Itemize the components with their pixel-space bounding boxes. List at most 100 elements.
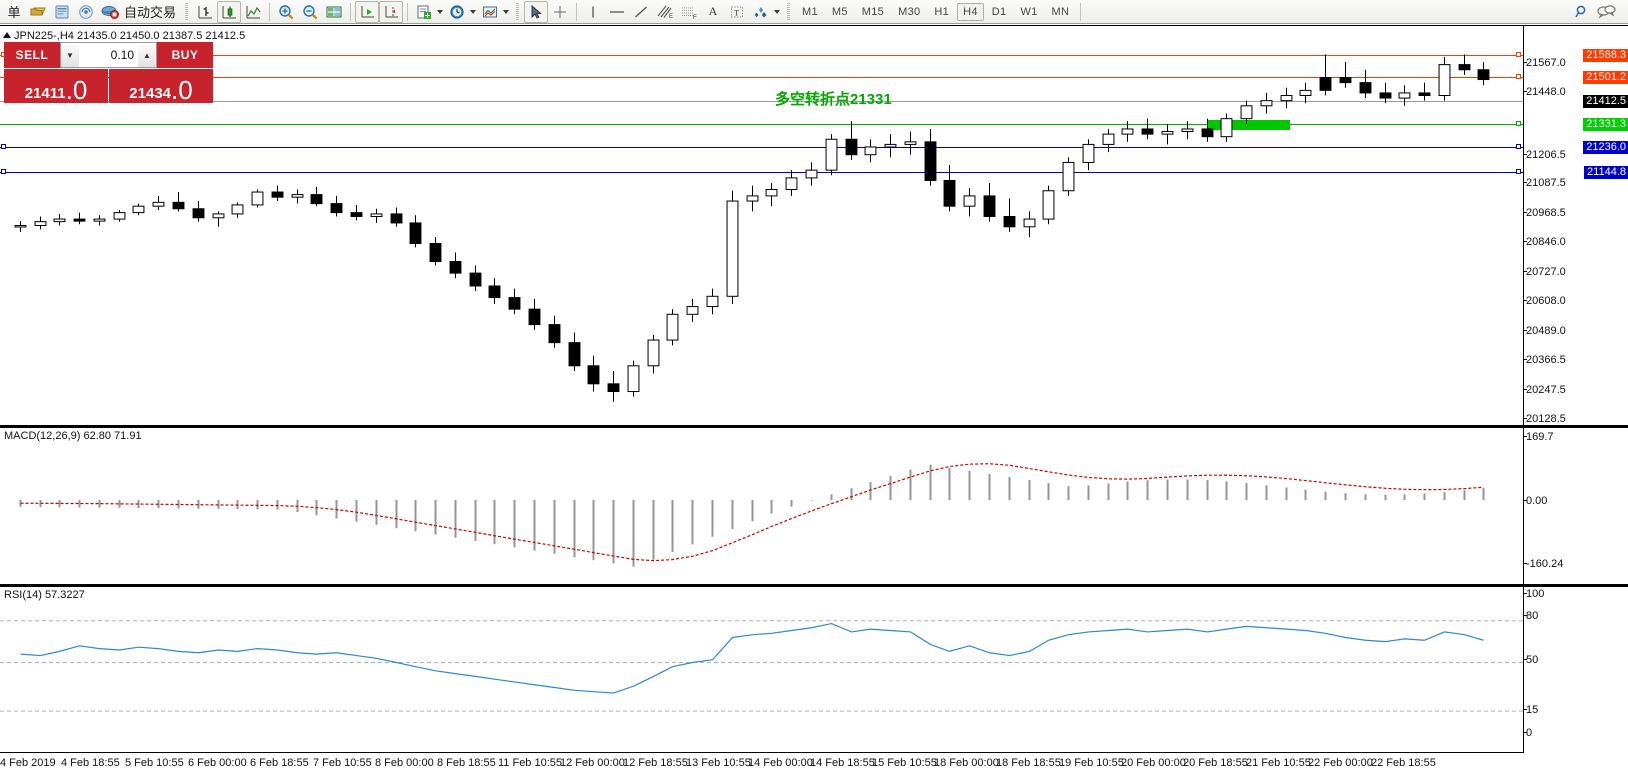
timeframe-d1[interactable]: D1: [991, 5, 1007, 18]
current-price-tag[interactable]: 21412.5: [1583, 95, 1628, 108]
terminal-icon[interactable]: [50, 1, 74, 23]
candlestick-chart-icon[interactable]: [217, 0, 242, 23]
chart-shift-icon[interactable]: [379, 0, 404, 23]
buy-button[interactable]: BUY: [157, 42, 213, 68]
timeframe-h1[interactable]: H1: [934, 5, 950, 18]
toolbar-divider: [576, 2, 578, 21]
zoom-out-icon[interactable]: [298, 1, 322, 23]
horizontal-line-icon[interactable]: [605, 1, 629, 23]
time-label: 4 Feb 2019: [0, 757, 56, 769]
macd-axis[interactable]: 169.7 0.00 -160.24: [1523, 428, 1628, 584]
indicators-icon[interactable]: [412, 1, 436, 23]
highlight-box[interactable]: [1208, 120, 1290, 130]
price-tick: 21087.5: [1524, 177, 1566, 189]
shapes-icon[interactable]: [749, 1, 773, 23]
price-tick: 20128.5: [1524, 413, 1566, 425]
text-label-icon[interactable]: T: [725, 1, 749, 23]
level-handle-21236-left[interactable]: [1, 144, 6, 149]
rsi-tick: 80: [1523, 610, 1539, 622]
zoom-in-icon[interactable]: [274, 1, 298, 23]
time-label: 8 Feb 00:00: [375, 757, 434, 769]
time-label: 12 Feb 00:00: [560, 757, 625, 769]
level-handle-21144[interactable]: [1516, 169, 1521, 174]
level-handle-21236[interactable]: [1516, 144, 1521, 149]
ask-price[interactable]: 21434 .0: [109, 69, 213, 103]
rsi-axis[interactable]: 100 80 50 15 0: [1523, 587, 1628, 753]
equidistant-channel-icon[interactable]: E: [653, 1, 677, 23]
time-label: 7 Feb 10:55: [313, 757, 372, 769]
autotrade-label[interactable]: 自动交易: [124, 5, 177, 20]
timeframe-mn[interactable]: MN: [1051, 5, 1070, 18]
chat-icon[interactable]: [1594, 1, 1618, 23]
time-label: 18 Feb 18:55: [996, 757, 1061, 769]
volume-input[interactable]: 0.10: [79, 43, 138, 67]
level-handle-21331[interactable]: [1516, 121, 1521, 126]
chevron-down-icon[interactable]: [437, 9, 444, 14]
volume-increase-icon[interactable]: ▲: [138, 43, 156, 67]
one-click-trading-panel[interactable]: SELL ▼ 0.10 ▲ BUY 21411 .0 21434: [4, 42, 213, 103]
resistance-tag-21501[interactable]: 21501.2: [1583, 71, 1628, 84]
fibonacci-icon[interactable]: F: [677, 1, 701, 23]
level-line-21331: [0, 124, 1523, 125]
time-label: 6 Feb 18:55: [250, 757, 309, 769]
cursor-icon[interactable]: [524, 0, 549, 23]
periods-icon[interactable]: [445, 1, 469, 23]
support-tag-21144[interactable]: 21144.8: [1584, 166, 1628, 179]
level-handle-21144-left[interactable]: [1, 169, 6, 174]
volume-stepper[interactable]: ▼ 0.10 ▲: [60, 42, 157, 68]
timeframe-m1[interactable]: M1: [802, 5, 818, 18]
volume-decrease-icon[interactable]: ▼: [61, 43, 79, 67]
price-tick: 20727.0: [1524, 266, 1566, 278]
resistance-tag-21588[interactable]: 21588.3: [1583, 49, 1628, 62]
search-icon[interactable]: [1570, 1, 1594, 23]
time-label: 12 Feb 18:55: [623, 757, 688, 769]
macd-label: MACD(12,26,9) 62.80 71.91: [4, 430, 142, 442]
market-icon[interactable]: [98, 1, 122, 23]
bid-price[interactable]: 21411 .0: [4, 69, 108, 103]
time-label: 21 Feb 10:55: [1246, 757, 1311, 769]
text-icon[interactable]: A: [708, 4, 718, 18]
svg-text:F: F: [693, 15, 697, 20]
timeframe-m5[interactable]: M5: [831, 5, 848, 18]
trendline-icon[interactable]: [629, 1, 653, 23]
timeframe-h4[interactable]: H4: [957, 2, 984, 21]
chevron-down-icon[interactable]: [470, 9, 477, 14]
chart-window[interactable]: JPN225-,H4 21435.0 21450.0 21387.5 21412…: [0, 25, 1628, 774]
folder-icon[interactable]: [26, 1, 50, 23]
support-tag-21331[interactable]: 21331.3: [1583, 118, 1628, 131]
time-axis[interactable]: 4 Feb 2019 4 Feb 18:55 5 Feb 10:55 6 Feb…: [0, 752, 1523, 774]
toolbar-grip: [514, 2, 522, 21]
price-tick: 21448.0: [1524, 86, 1566, 98]
macd-pane-divider: [0, 425, 1628, 427]
templates-icon[interactable]: [478, 1, 502, 23]
timeframe-m15[interactable]: M15: [861, 5, 885, 18]
chevron-down-icon[interactable]: [774, 9, 781, 14]
timeframe-w1[interactable]: W1: [1020, 5, 1038, 18]
price-axis[interactable]: 21588.3 21501.2 21412.5 21331.3 21236.0 …: [1523, 26, 1628, 425]
time-label: 18 Feb 00:00: [934, 757, 999, 769]
level-handle-21588[interactable]: [1516, 52, 1521, 57]
level-handle-21501[interactable]: [1516, 74, 1521, 79]
toolbar-divider: [350, 2, 352, 21]
sell-button[interactable]: SELL: [4, 42, 60, 68]
macd-pane[interactable]: MACD(12,26,9) 62.80 71.91 169.7 0.00 -16…: [0, 427, 1628, 584]
tile-windows-icon[interactable]: [322, 1, 346, 23]
price-pane[interactable]: JPN225-,H4 21435.0 21450.0 21387.5 21412…: [0, 26, 1628, 425]
auto-scroll-icon[interactable]: [355, 0, 380, 23]
vertical-line-icon[interactable]: [581, 1, 605, 23]
signals-icon[interactable]: [74, 1, 98, 23]
support-tag-21236[interactable]: 21236.0: [1583, 141, 1628, 154]
macd-tick: 0.00: [1523, 495, 1548, 507]
price-tick: 20968.5: [1524, 207, 1566, 219]
line-chart-icon[interactable]: [241, 1, 265, 23]
price-tick: 20489.0: [1524, 325, 1566, 337]
rsi-pane[interactable]: RSI(14) 57.3227 100 80 50 15 0: [0, 586, 1628, 753]
new-order-icon[interactable]: 单: [7, 5, 21, 20]
crosshair-icon[interactable]: [548, 1, 572, 23]
rsi-tick: 100: [1523, 588, 1545, 600]
bar-chart-icon[interactable]: [193, 1, 217, 23]
chevron-down-icon[interactable]: [503, 9, 510, 14]
timeframe-m30[interactable]: M30: [898, 5, 921, 18]
time-label: 13 Feb 10:55: [686, 757, 751, 769]
rsi-series: [0, 620, 1523, 712]
